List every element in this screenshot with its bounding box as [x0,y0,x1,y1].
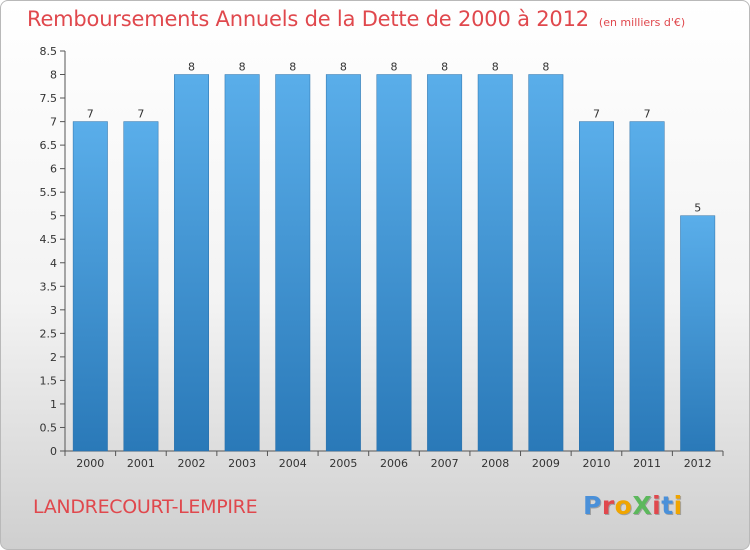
bar-2012 [680,215,716,452]
x-tick-label-2012: 2012 [684,457,712,470]
chart-bars [72,74,716,452]
y-tick-label: 1.5 [40,374,58,387]
data-label-2001: 7 [137,108,144,121]
data-label-2008: 8 [492,61,499,74]
logo-letter: t [661,491,674,520]
x-tick-label-2001: 2001 [127,457,155,470]
y-tick-label: 1 [50,398,57,411]
y-tick-label: 4.5 [40,233,58,246]
y-tick-label: 6 [50,163,57,176]
bar-2002 [174,74,209,452]
logo-letter: o [614,491,633,520]
chart-unit-note: (en milliers d'€) [598,16,686,29]
chart-title-block: Remboursements Annuels de la Dette de 20… [27,7,685,31]
data-label-2007: 8 [441,61,448,74]
y-tick-label: 8 [50,69,57,82]
y-tick-label: 6.5 [40,139,58,152]
bar-2001 [123,121,159,452]
x-tick-label-2005: 2005 [329,457,357,470]
chart-labels: 7 2000 7 2001 8 2002 8 2003 8 2004 8 2005 8 2006 8 2007… [76,61,711,470]
chart-axes: 0 0.5 1 1.5 2 2.5 3 3.5 4 4.5 5 5.5 6 6.5 7 7.5 8 8.5 [40,45,724,458]
data-label-2012: 5 [694,202,701,215]
logo-letter: X [632,491,653,520]
data-label-2003: 8 [239,61,246,74]
y-tick-label: 5 [50,210,57,223]
proxiti-logo[interactable]: ProXiti [583,491,683,520]
data-label-2009: 8 [542,61,549,74]
bar-2006 [376,74,412,452]
x-tick-label-2007: 2007 [431,457,459,470]
y-tick-label: 0 [50,445,57,458]
x-tick-label-2010: 2010 [582,457,610,470]
bar-2004 [275,74,311,452]
y-tick-label: 5.5 [40,186,58,199]
y-tick-label: 2 [50,351,57,364]
x-tick-label-2011: 2011 [633,457,661,470]
y-tick-label: 3 [50,304,57,317]
y-tick-label: 0.5 [40,421,58,434]
bar-2003 [224,74,260,452]
x-tick-label-2009: 2009 [532,457,560,470]
logo-letter: i [673,491,683,520]
x-tick-label-2006: 2006 [380,457,408,470]
logo-letter: P [583,491,602,520]
y-tick-label: 8.5 [40,45,58,58]
bar-2009 [528,74,564,452]
data-label-2005: 8 [340,61,347,74]
x-tick-label-2008: 2008 [481,457,509,470]
data-label-2006: 8 [391,61,398,74]
y-tick-label: 7 [50,116,57,129]
y-tick-label: 4 [50,257,57,270]
y-tick-label: 7.5 [40,92,58,105]
y-tick-label: 2.5 [40,327,58,340]
x-tick-label-2002: 2002 [178,457,206,470]
data-label-2002: 8 [188,61,195,74]
chart-title: Remboursements Annuels de la Dette de 20… [27,7,589,31]
logo-letter: i [652,491,662,520]
bar-2010 [579,121,614,452]
logo-letter: r [601,491,615,520]
bar-2008 [477,74,513,452]
y-tick-label: 3.5 [40,280,58,293]
x-tick-label-2003: 2003 [228,457,256,470]
bar-2011 [629,121,665,452]
commune-name: LANDRECOURT-LEMPIRE [33,496,258,518]
data-label-2010: 7 [593,108,600,121]
bar-2005 [325,74,361,452]
data-label-2004: 8 [289,61,296,74]
data-label-2011: 7 [644,108,651,121]
x-tick-label-2004: 2004 [279,457,307,470]
data-label-2000: 7 [87,108,94,121]
x-tick-label-2000: 2000 [76,457,104,470]
bar-2000 [72,121,108,452]
bar-2007 [427,74,463,452]
